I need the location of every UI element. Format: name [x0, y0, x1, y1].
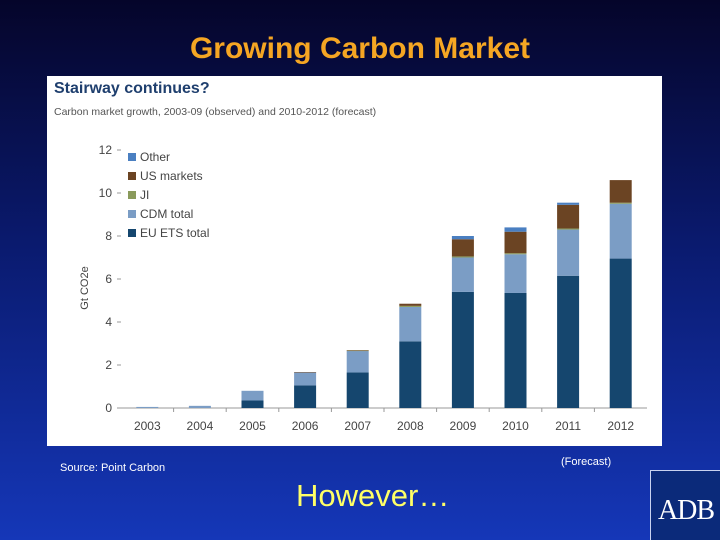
bar-segment [504, 227, 527, 232]
y-tick-label: 4 [105, 315, 112, 329]
x-tick-label: 2006 [292, 419, 319, 433]
x-tick-label: 2009 [450, 419, 477, 433]
legend-label: JI [140, 188, 149, 202]
x-tick-label: 2005 [239, 419, 266, 433]
legend-swatch [128, 153, 136, 161]
x-tick-label: 2007 [344, 419, 371, 433]
bar-segment [346, 351, 369, 373]
x-tick-label: 2011 [555, 419, 581, 433]
bar-segment [451, 291, 474, 408]
bar-segment [346, 350, 369, 351]
adb-logo: ADB [650, 470, 720, 540]
legend-swatch [128, 229, 136, 237]
bar-segment [609, 180, 632, 203]
x-tick-label: 2010 [502, 419, 529, 433]
bar-segment [557, 204, 580, 229]
bar-segment [136, 406, 159, 408]
legend-label: EU ETS total [140, 226, 209, 240]
chart-subtitle: Carbon market growth, 2003-09 (observed)… [54, 106, 377, 118]
y-tick-label: 0 [105, 401, 112, 415]
y-tick-label: 6 [105, 272, 112, 286]
bar-segment [609, 202, 632, 204]
bar-segment [557, 275, 580, 408]
bar-segment [294, 385, 317, 408]
bar-segment [557, 202, 580, 205]
bar-segment [451, 239, 474, 257]
bar-segment [609, 258, 632, 408]
adb-logo-text: ADB [657, 495, 715, 526]
bar-segment [241, 390, 264, 401]
y-tick-label: 2 [105, 358, 112, 372]
legend-label: CDM total [140, 207, 193, 221]
bar-segment [399, 303, 422, 306]
bar-segment [557, 229, 580, 276]
legend-swatch [128, 210, 136, 218]
bar-segment [609, 203, 632, 259]
legend-swatch [128, 191, 136, 199]
bar-segment [504, 253, 527, 255]
bar-segment [346, 350, 369, 352]
x-tick-label: 2004 [187, 419, 214, 433]
legend-label: Other [140, 150, 170, 164]
slide-title: Growing Carbon Market [189, 32, 531, 65]
chart-panel: Stairway continues? Carbon market growth… [47, 76, 662, 446]
x-tick-label: 2012 [607, 419, 634, 433]
however-text: However… [296, 478, 450, 513]
bar-segment [451, 236, 474, 240]
bar-segment [399, 341, 422, 408]
forecast-note: (Forecast) [561, 456, 612, 468]
bar-segment [294, 372, 317, 386]
bar-segment [451, 256, 474, 258]
bar-segment [504, 231, 527, 254]
x-tick-label: 2008 [397, 419, 424, 433]
x-tick-label: 2003 [134, 419, 161, 433]
bar-segment [399, 305, 422, 307]
y-axis-label: Gt CO2e [79, 266, 91, 309]
bar-segment [557, 228, 580, 230]
y-tick-label: 10 [99, 186, 113, 200]
bar-segment [346, 372, 369, 408]
bar-segment [294, 372, 317, 373]
chart-title: Stairway continues? [54, 80, 210, 97]
legend-swatch [128, 172, 136, 180]
bar-segment [188, 405, 211, 408]
bar-segment [504, 254, 527, 293]
bar-segment [241, 400, 264, 408]
bar-segment [399, 306, 422, 342]
legend-label: US markets [140, 169, 203, 183]
source-note: Source: Point Carbon [60, 462, 166, 474]
y-tick-label: 8 [105, 229, 112, 243]
stacked-bar-chart: 0 2 4 6 8 10 12 2003 2004 2005 2006 2007 2008 2009 201… [79, 143, 647, 433]
y-tick-label: 12 [99, 143, 113, 157]
bar-segment [451, 257, 474, 292]
bar-segment [504, 292, 527, 408]
